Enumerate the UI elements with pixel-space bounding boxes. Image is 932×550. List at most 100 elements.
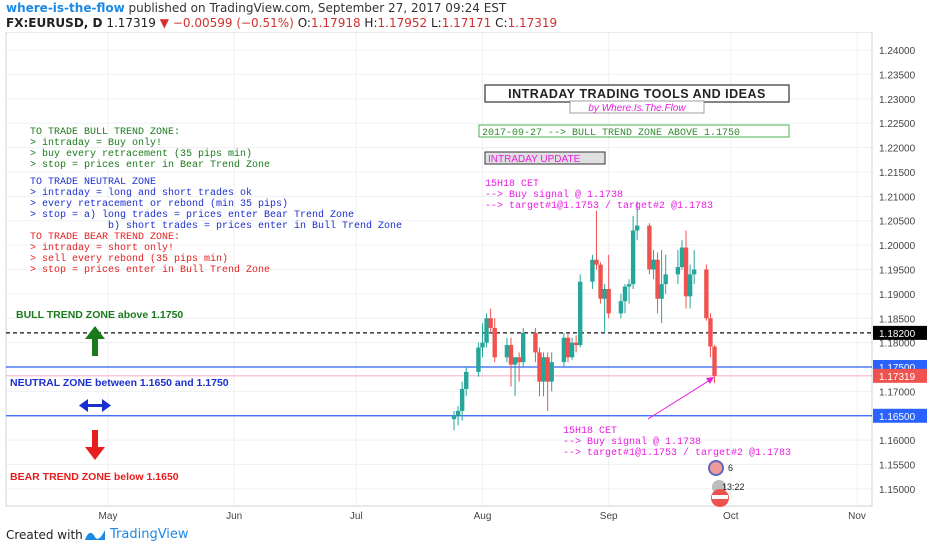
candle-body <box>464 371 469 389</box>
price-tick: 1.23500 <box>879 70 916 81</box>
candle-body <box>606 288 611 314</box>
neutralblock-line: > every retracement or rebond (min 35 pi… <box>30 198 288 210</box>
ohlc-low: L:1.17171 <box>430 16 492 30</box>
price-tick: 1.18000 <box>879 339 916 350</box>
sigbot-line: 15H18 CET <box>563 426 617 437</box>
time-tick: Aug <box>474 511 492 522</box>
candle-body <box>484 318 489 343</box>
candle-body <box>508 345 514 365</box>
candle-body <box>569 342 575 358</box>
price-tick: 1.23000 <box>879 95 916 106</box>
candles <box>451 201 717 431</box>
candle-body <box>565 337 571 358</box>
price-label-text: 1.16500 <box>879 412 916 423</box>
bullblock-line: > stop = prices enter in Bear Trend Zone <box>30 159 270 171</box>
candle-body <box>626 284 632 287</box>
bullblock-line: > buy every retracement (35 pips min) <box>30 148 252 160</box>
neutralblock-line: > stop = a) long trades = prices enter B… <box>30 209 354 221</box>
candle-body <box>492 328 497 358</box>
signal-arrow <box>647 379 711 420</box>
time-tick: Oct <box>723 511 739 522</box>
symbol[interactable]: FX:EURUSD, D <box>6 16 103 30</box>
candle-body <box>712 346 717 376</box>
annotation-title: INTRADAY TRADING TOOLS AND IDEAS <box>508 87 766 101</box>
sigtop-line: --> target#1@1.1753 / target#2 @1.1783 <box>485 200 713 212</box>
price-change: −0.00599 (−0.51%) <box>172 16 294 30</box>
price-tick: 1.20000 <box>879 241 916 252</box>
price-label-text: 1.17500 <box>879 363 916 374</box>
candle-body <box>541 357 546 382</box>
candle-body <box>577 281 583 346</box>
signal-bottom: 15H18 CET--> Buy signal @ 1.1738--> targ… <box>563 426 791 459</box>
price-label-box <box>873 325 927 340</box>
price-tick: 1.22500 <box>879 119 916 130</box>
tradingview-logo-icon <box>85 530 105 540</box>
time-axis[interactable]: May Jun Jul Aug Sep Oct Nov <box>99 511 866 522</box>
price-tick: 1.16000 <box>879 436 916 447</box>
last-price: 1.17319 <box>106 16 156 30</box>
candle-body <box>521 332 526 363</box>
time-tick: Jun <box>226 511 242 522</box>
bullblock-line: TO TRADE BULL TREND ZONE: <box>30 127 180 138</box>
candle-body <box>512 357 518 365</box>
candle-body <box>618 301 624 314</box>
published-text: published on TradingView.com, September … <box>128 1 507 15</box>
candle-body <box>573 342 579 346</box>
candle-body <box>455 410 461 416</box>
candle-body <box>704 269 709 319</box>
candle-body <box>679 247 685 268</box>
bull-instructions: TO TRADE BULL TREND ZONE:> intraday = Bu… <box>30 127 270 171</box>
time-tick: Jul <box>350 511 363 522</box>
price-tick: 1.15500 <box>879 461 916 472</box>
time-tick: May <box>99 511 118 522</box>
bull-zone-box <box>478 124 790 138</box>
bearblock-line: > stop = prices enter in Bull Trend Zone <box>30 264 270 276</box>
publish-line: where-is-the-flow published on TradingVi… <box>6 1 506 15</box>
price-chart[interactable]: 1.15000 1.15500 1.16000 1.16500 1.17000 1.175… <box>0 32 932 522</box>
double-arrow-icon <box>79 399 111 412</box>
byline-box <box>569 100 705 114</box>
candle-body <box>561 337 567 363</box>
candle-body <box>651 259 656 270</box>
candle-body <box>708 318 713 347</box>
candle-body <box>590 259 595 282</box>
candle-body <box>549 362 554 382</box>
candle-body <box>659 284 664 299</box>
author-link[interactable]: where-is-the-flow <box>6 1 125 15</box>
symbol-line: FX:EURUSD, D 1.17319 ▼ −0.00599 (−0.51%)… <box>6 16 557 30</box>
down-arrow-icon: ▼ <box>159 16 169 30</box>
plot-frame <box>5 32 873 507</box>
neutral-instructions: TO TRADE NEUTRAL ZONE> intraday = long a… <box>30 177 402 232</box>
bear-zone-label: BEAR TREND ZONE below 1.1650 <box>10 471 179 483</box>
candle-body <box>504 345 510 358</box>
sigbot-line: --> Buy signal @ 1.1738 <box>563 436 701 448</box>
chart-background <box>0 32 932 522</box>
bearblock-line: > sell every rebond (35 pips min) <box>30 253 228 265</box>
ohlc-open: O:1.17918 <box>297 16 361 30</box>
horizontal-lines <box>6 332 872 417</box>
candle-body <box>533 332 538 353</box>
candle-body <box>480 342 485 348</box>
price-tick: 1.20500 <box>879 217 916 228</box>
ohlc-high: H:1.17952 <box>364 16 428 30</box>
neutral-zone-label: NEUTRAL ZONE between 1.1650 and 1.1750 <box>10 377 229 389</box>
candle-body <box>655 259 660 299</box>
price-tick: 1.18500 <box>879 314 916 325</box>
tradingview-link[interactable]: TradingView <box>110 527 189 542</box>
candle-body <box>537 352 542 382</box>
chart-header: where-is-the-flow published on TradingVi… <box>0 0 932 32</box>
price-tick: 1.21000 <box>879 192 916 203</box>
bull-zone-label: BULL TREND ZONE above 1.1750 <box>16 309 183 321</box>
bearblock-line: TO TRADE BEAR TREND ZONE: <box>30 232 180 243</box>
price-label-text: 1.17319 <box>879 372 916 383</box>
sigtop-line: 15H18 CET <box>485 179 539 190</box>
price-tick: 1.21500 <box>879 168 916 179</box>
candle-body <box>630 230 636 285</box>
sigtop-line: --> Buy signal @ 1.1738 <box>485 189 623 201</box>
ohlc-close: C:1.17319 <box>495 16 558 30</box>
footer: Created with TradingView <box>0 522 932 550</box>
sigbot-line: --> target#1@1.1753 / target#2 @1.1783 <box>563 447 791 459</box>
price-tick: 1.17000 <box>879 387 916 398</box>
badge-number: 6 <box>728 463 733 473</box>
